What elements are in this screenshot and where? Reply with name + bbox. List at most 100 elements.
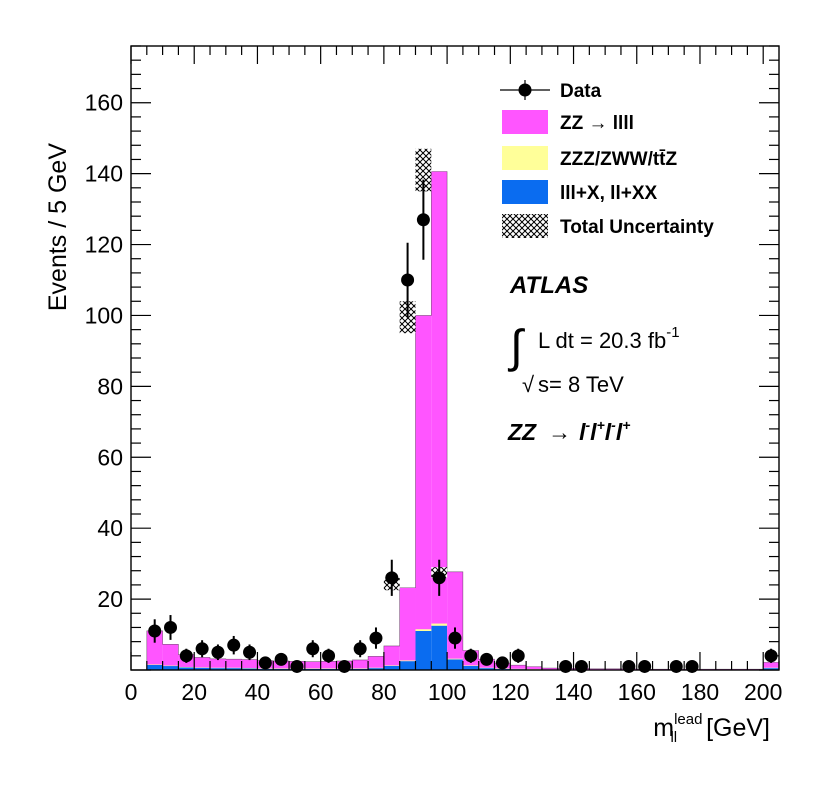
y-tick-label-20: 20: [97, 586, 123, 612]
total-prediction-outline: [146, 171, 780, 670]
x-tick-label-40: 40: [245, 679, 271, 705]
bar-zz-bin-15: [383, 645, 400, 666]
bar-reducible-bin-10: [304, 668, 321, 670]
bar-zz-bin-3: [194, 657, 211, 668]
bar-reducible-bin-20: [462, 665, 479, 670]
data-point-14: [369, 631, 383, 645]
data-point-11: [322, 649, 336, 663]
bar-zz-bin-17: [415, 315, 432, 630]
legend-entry-data: Data: [500, 80, 602, 102]
legend-entry-zz: ZZ → llll: [502, 110, 634, 134]
y-tick-label-100: 100: [85, 302, 123, 328]
data-point-12: [337, 659, 351, 673]
data-point-7: [258, 656, 272, 670]
data-point-13: [353, 642, 367, 656]
legend-label-uncertainty: Total Uncertainty: [560, 217, 714, 238]
bar-triboson-bin-20: [462, 665, 479, 666]
integral-sign: ∫: [507, 320, 525, 372]
bar-reducible-bin-3: [194, 667, 211, 670]
sqrt-symbol: √: [522, 372, 535, 397]
bar-zz-bin-24: [526, 666, 542, 670]
y-tick-label-140: 140: [85, 161, 123, 187]
data-point-22: [495, 656, 509, 670]
bar-zz-bin-10: [304, 661, 321, 669]
data-point-0: [148, 624, 162, 638]
legend-label-data: Data: [560, 81, 602, 102]
uncertainty-bin-2: [415, 148, 432, 192]
x-tick-label-20: 20: [181, 679, 207, 705]
data-point-27: [638, 659, 652, 673]
data-point-24: [559, 659, 573, 673]
bar-triboson-bin-11: [320, 668, 337, 669]
bar-triboson-bin-0: [146, 664, 163, 666]
energy-label: s= 8 TeV: [538, 372, 624, 397]
bar-reducible-bin-1: [162, 665, 179, 670]
bar-reducible-bin-4: [210, 667, 226, 670]
x-axis-title: mlead ll [GeV]: [653, 711, 770, 746]
bar-zz-bin-13: [352, 659, 369, 669]
bar-reducible-bin-5: [225, 667, 242, 670]
bar-reducible-bin-8: [273, 668, 290, 670]
bar-triboson-bin-4: [210, 667, 226, 669]
bar-zz-bin-6: [241, 659, 258, 669]
data-point-18: [432, 571, 446, 585]
data-point-1: [164, 620, 178, 634]
bar-zz-bin-25: [541, 668, 558, 670]
legend-entry-triboson: ZZZ/ZWW/tt̄Z: [502, 146, 678, 170]
data-point-16: [401, 273, 415, 287]
bar-triboson-bin-17: [415, 629, 432, 631]
bar-triboson-bin-15: [383, 665, 400, 666]
bar-reducible-bin-15: [383, 665, 400, 670]
bar-triboson-bin-6: [241, 668, 258, 669]
x-tick-label-80: 80: [371, 679, 397, 705]
data-point-4: [211, 645, 225, 659]
bar-reducible-bin-21: [478, 667, 495, 670]
axis-ticks: 0 20 40 60 80 100 120 140 160 180 200 20 40 60 80 100 12…: [85, 45, 782, 705]
atlas-label: ATLAS: [509, 272, 588, 299]
bar-zz-bin-28: [589, 668, 606, 670]
x-tick-label-100: 100: [428, 679, 466, 705]
data-point-9: [290, 659, 304, 673]
data-point-3: [195, 642, 209, 656]
y-tick-label-40: 40: [97, 515, 123, 541]
legend-entry-uncertainty: Total Uncertainty: [502, 214, 714, 238]
legend-label-zz: ZZ → llll: [560, 113, 634, 134]
y-tick-label-120: 120: [85, 232, 123, 258]
bar-triboson-bin-13: [352, 668, 369, 669]
bar-triboson-bin-2: [178, 666, 195, 668]
x-tick-label-60: 60: [308, 679, 334, 705]
data-point-29: [685, 659, 699, 673]
bar-zz-bin-16: [399, 587, 416, 661]
data-point-20: [464, 649, 478, 663]
legend-swatch-uncertainty: [502, 214, 548, 238]
bar-zz-bin-1: [162, 644, 179, 666]
legend-data-marker: [518, 83, 532, 97]
y-tick-label-80: 80: [97, 373, 123, 399]
data-point-2: [179, 649, 193, 663]
x-tick-label-200: 200: [744, 679, 782, 705]
x-tick-label-140: 140: [554, 679, 592, 705]
bar-reducible-bin-16: [399, 661, 416, 670]
y-tick-label-60: 60: [97, 444, 123, 470]
bar-zz-bin-29: [605, 668, 621, 670]
bar-triboson-bin-3: [194, 667, 211, 668]
bar-triboson-bin-14: [368, 667, 384, 669]
legend-swatch-reducible: [502, 180, 548, 204]
bar-triboson-bin-21: [478, 667, 495, 669]
bar-reducible-bin-6: [241, 668, 258, 670]
data-point-10: [306, 642, 320, 656]
data-point-23: [511, 649, 525, 663]
bar-reducible-bin-19: [447, 659, 463, 670]
bar-triboson-bin-5: [225, 667, 242, 669]
bar-triboson-bin-1: [162, 665, 179, 667]
luminosity-label: L dt = 20.3 fb-1: [538, 324, 680, 353]
bar-zz-bin-39: [763, 662, 779, 668]
uncertainty-bin-1: [399, 301, 416, 334]
bar-reducible-bin-11: [320, 668, 337, 670]
bar-triboson-bin-8: [273, 668, 290, 669]
bar-triboson-bin-18: [431, 623, 448, 626]
bar-reducible-bin-18: [431, 625, 448, 670]
legend-label-triboson: ZZZ/ZWW/tt̄Z: [560, 149, 678, 170]
data-point-8: [274, 652, 288, 666]
